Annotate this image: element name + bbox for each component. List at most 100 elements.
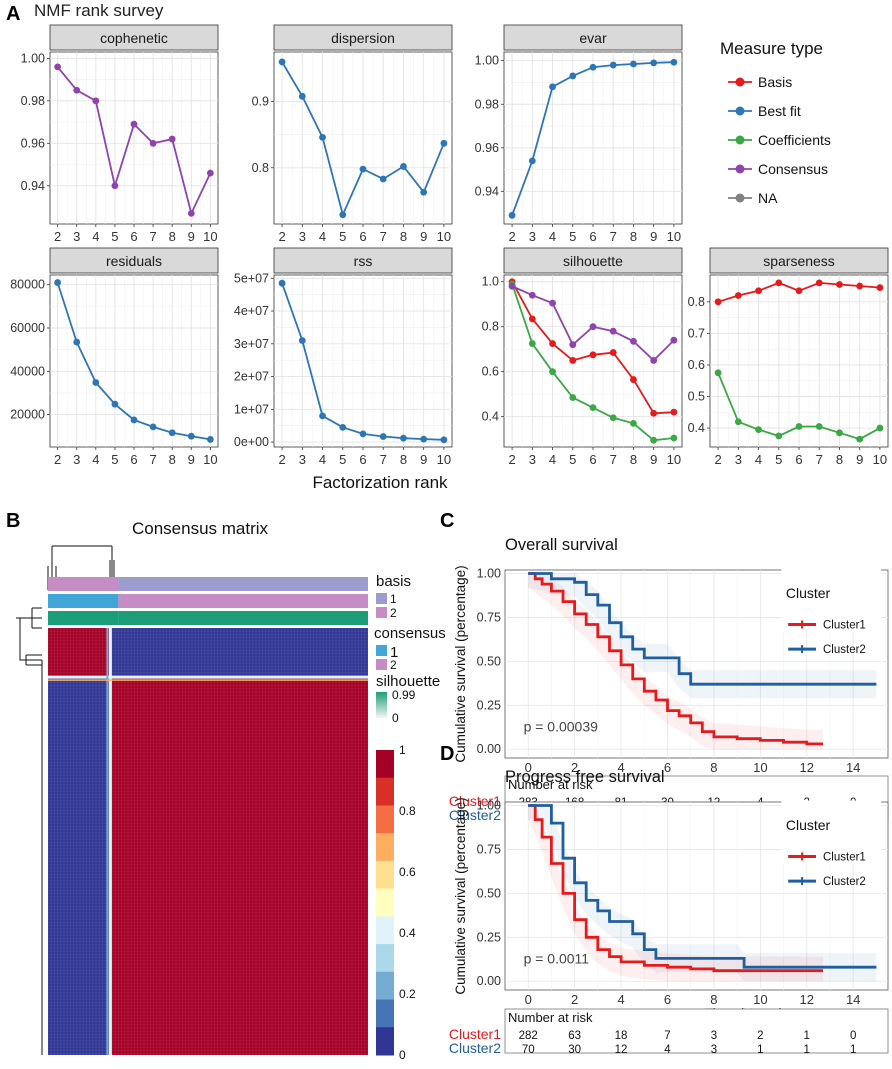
colorbar-segment <box>376 888 394 917</box>
data-point <box>168 135 176 143</box>
data-point <box>420 435 428 443</box>
km-confidence-band <box>528 805 877 982</box>
x-tick-label: 6 <box>359 452 366 467</box>
colorbar-segment <box>376 916 394 945</box>
data-point <box>609 61 617 69</box>
km-y-tick-label: 0.00 <box>477 742 501 756</box>
y-tick-label: 0.9 <box>252 95 269 109</box>
risk-table-cell: 30 <box>568 1044 581 1056</box>
y-tick-label: 0.7 <box>688 326 705 340</box>
facet-rss: rss 2 3 4 5 6 7 8 9 10 0e+00 1e+07 2e+07 3e+07 4e+07 5e… <box>234 247 453 467</box>
km-x-tick-label: 2 <box>571 992 578 1007</box>
left-dendrogram <box>16 607 43 1055</box>
basis-legend-title: basis <box>376 573 411 590</box>
y-tick-label: 0.96 <box>21 136 45 150</box>
annotation-track-cell <box>48 611 119 625</box>
facet-strip-label: dispersion <box>331 30 395 46</box>
x-tick-label: 10 <box>873 452 887 467</box>
data-point <box>130 416 138 424</box>
y-tick-label: 1.0 <box>482 275 499 289</box>
risk-table-cell: 63 <box>568 1030 581 1042</box>
data-point <box>54 63 62 71</box>
consensus-legend-key <box>376 659 387 670</box>
facet-strip-label: rss <box>354 253 373 269</box>
colorbar-tick-label: 0.6 <box>399 865 416 879</box>
y-tick-label: 0.5 <box>688 390 705 404</box>
data-point <box>187 432 195 440</box>
x-tick-label: 10 <box>437 229 451 244</box>
colorbar-segment <box>376 999 394 1028</box>
y-tick-label: 40000 <box>10 364 45 378</box>
y-tick-label: 1.00 <box>475 54 499 68</box>
facet-strip <box>273 24 453 51</box>
risk-table-cell: 18 <box>615 1030 628 1042</box>
x-tick-label: 8 <box>169 229 176 244</box>
data-point <box>111 400 119 408</box>
y-tick-label: 4e+07 <box>234 304 269 318</box>
km-x-tick-label: 14 <box>846 760 860 775</box>
x-tick-label: 4 <box>549 229 556 244</box>
silhouette-max-label: 0.99 <box>392 688 416 702</box>
data-point <box>319 133 326 141</box>
nmf-x-axis-title: Factorization rank <box>312 473 448 492</box>
data-point <box>630 419 637 427</box>
data-point <box>609 414 617 422</box>
y-tick-label: 2e+07 <box>234 370 269 384</box>
facet-strip <box>273 247 453 274</box>
x-tick-label: 6 <box>130 229 137 244</box>
data-point <box>609 327 617 335</box>
data-point <box>569 394 577 401</box>
data-point <box>528 157 536 165</box>
data-point <box>775 432 783 440</box>
x-tick-label: 9 <box>420 452 427 467</box>
data-point <box>440 139 448 147</box>
data-point <box>589 351 597 359</box>
data-point <box>359 165 367 173</box>
risk-table-cell: 12 <box>615 1044 628 1056</box>
x-tick-label: 5 <box>339 229 346 244</box>
x-tick-label: 10 <box>203 452 217 467</box>
legend-key-dot <box>735 164 745 174</box>
colorbar-tick-label: 1 <box>399 743 406 757</box>
km-y-tick-label: 1.00 <box>477 567 501 581</box>
risk-table-title: Number at risk <box>508 777 593 792</box>
data-point <box>339 211 347 219</box>
legend-label: NA <box>758 190 778 206</box>
annotation-track-cell <box>48 594 119 608</box>
data-point <box>589 404 597 412</box>
x-tick-label: 2 <box>508 452 515 467</box>
risk-table-frame <box>504 1008 889 1054</box>
heatmap-block-21 <box>48 677 111 1055</box>
x-tick-label: 3 <box>73 452 80 467</box>
legend-key-dot <box>735 106 745 116</box>
x-tick-label: 7 <box>380 452 387 467</box>
km-legend-label: Cluster2 <box>823 644 866 656</box>
data-point <box>734 418 742 426</box>
colorbar-segment <box>376 971 394 1001</box>
consensus-legend-label: 2 <box>390 658 397 672</box>
data-point <box>795 287 803 295</box>
risk-table-cell: 1 <box>804 1044 810 1056</box>
data-point <box>876 424 884 432</box>
consensus-heatmap: Consensus matrix basis12consensus12silho… <box>16 519 446 1062</box>
facet-silhouette: silhouette 2 3 4 5 6 7 8 9 10 0.4 0.6 0.8 1.0 <box>482 247 683 467</box>
km-legend-label: Cluster1 <box>823 619 866 631</box>
y-tick-label: 0e+00 <box>234 435 269 449</box>
colorbar-tick-label: 0 <box>399 1048 406 1062</box>
measure-type-legend: Measure type Basis Best fit Coefficients Co… <box>720 39 831 206</box>
data-point <box>734 292 742 299</box>
x-tick-label: 3 <box>735 452 742 467</box>
y-tick-label: 0.4 <box>482 410 499 424</box>
data-point <box>755 287 762 295</box>
x-tick-label: 10 <box>203 229 217 244</box>
x-tick-label: 4 <box>92 229 99 244</box>
km-curve-cluster1 <box>528 804 823 973</box>
x-tick-label: 2 <box>278 229 285 244</box>
facet-strip-label: cophenetic <box>100 30 168 46</box>
data-point <box>339 423 347 431</box>
x-tick-label: 10 <box>667 452 681 467</box>
risk-table-row-label: Cluster2 <box>449 1040 501 1056</box>
data-point <box>149 423 157 431</box>
data-point <box>714 369 722 377</box>
data-point <box>549 340 556 347</box>
